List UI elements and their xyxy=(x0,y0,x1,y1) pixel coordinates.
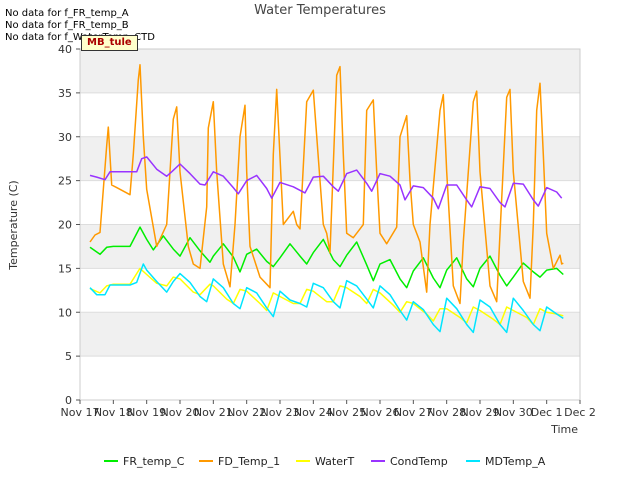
grid-band xyxy=(80,312,580,357)
chart-title: Water Temperatures xyxy=(254,3,386,18)
series-line-fr-temp-c xyxy=(89,226,564,289)
grid-band xyxy=(80,356,580,400)
x-tick-label: Nov 20 xyxy=(161,406,200,419)
x-tick-label: Nov 18 xyxy=(94,406,133,419)
no-data-note: No data for f_FR_temp_B xyxy=(5,20,129,31)
site-badge: MB_tule xyxy=(81,35,138,51)
grid-band xyxy=(80,49,580,93)
y-tick-label: 35 xyxy=(58,87,72,100)
x-tick-label: Nov 21 xyxy=(194,406,233,419)
x-tick-label: Nov 17 xyxy=(61,406,100,419)
grid-band xyxy=(80,180,580,225)
no-data-note: No data for f_WaterTemp_CTD xyxy=(5,32,155,43)
x-tick-label: Nov 30 xyxy=(494,406,533,419)
x-tick-label: Dec 1 xyxy=(531,406,563,419)
legend-label: FD_Temp_1 xyxy=(218,455,280,468)
x-tick-label: Nov 29 xyxy=(461,406,500,419)
y-tick-label: 10 xyxy=(58,306,72,319)
y-tick-label: 15 xyxy=(58,262,72,275)
legend-label: WaterT xyxy=(315,455,355,468)
x-tick-label: Nov 24 xyxy=(294,406,333,419)
grid-band xyxy=(80,268,580,313)
y-tick-label: 0 xyxy=(65,394,72,407)
y-tick-label: 25 xyxy=(58,175,72,188)
x-tick-label: Nov 19 xyxy=(127,406,166,419)
no-data-notes: No data for f_FR_temp_A No data for f_FR… xyxy=(5,8,155,44)
x-tick-label: Dec 2 xyxy=(564,406,596,419)
grid-band xyxy=(80,92,580,137)
legend-label: MDTemp_A xyxy=(485,455,546,468)
x-tick-label: Nov 25 xyxy=(327,406,366,419)
x-tick-label: Nov 28 xyxy=(427,406,466,419)
y-tick-label: 5 xyxy=(65,350,72,363)
y-axis-label: Temperature (C) xyxy=(7,180,20,270)
x-tick-label: Nov 27 xyxy=(394,406,433,419)
x-tick-label: Nov 22 xyxy=(227,406,266,419)
y-tick-label: 20 xyxy=(58,219,72,232)
no-data-note: No data for f_FR_temp_A xyxy=(5,8,129,19)
y-tick-label: 30 xyxy=(58,131,72,144)
x-tick-label: Nov 23 xyxy=(261,406,300,419)
x-axis-label: Time xyxy=(550,423,578,436)
series-line-mdtemp-a xyxy=(89,263,564,334)
y-tick-label: 40 xyxy=(58,43,72,56)
x-tick-label: Nov 26 xyxy=(361,406,400,419)
legend-label: FR_temp_C xyxy=(123,455,185,468)
series-line-fd-temp-1 xyxy=(89,64,564,305)
legend-label: CondTemp xyxy=(390,455,448,468)
series-line-condtemp xyxy=(89,156,563,210)
